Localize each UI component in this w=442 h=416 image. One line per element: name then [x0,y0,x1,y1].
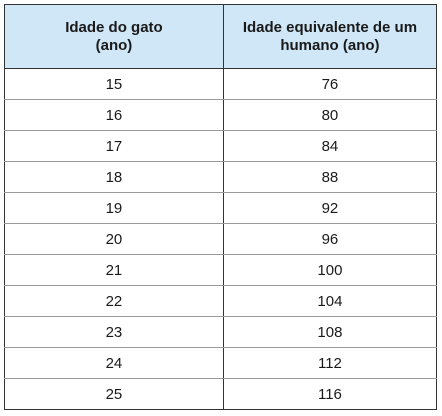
table-row: 19 92 [4,192,438,224]
cat-age-cell: 20 [4,223,224,255]
table-row: 16 80 [4,99,438,131]
human-age-cell: 88 [222,161,438,193]
header-row: Idade do gato (ano) Idade equivalente de… [4,4,438,69]
header-cat-age: Idade do gato (ano) [4,4,224,69]
table-row: 18 88 [4,161,438,193]
table-row: 23 108 [4,316,438,348]
age-table-container: Idade do gato (ano) Idade equivalente de… [4,4,438,410]
table-row: 24 112 [4,347,438,379]
cat-age-cell: 23 [4,316,224,348]
table-row: 22 104 [4,285,438,317]
header-cat-age-line2: (ano) [95,36,133,54]
human-age-cell: 76 [222,68,438,100]
human-age-cell: 92 [222,192,438,224]
human-age-cell: 100 [222,254,438,286]
cat-age-cell: 16 [4,99,224,131]
cat-human-age-table: Idade do gato (ano) Idade equivalente de… [4,4,438,410]
cat-age-cell: 25 [4,378,224,410]
human-age-cell: 108 [222,316,438,348]
cat-age-cell: 24 [4,347,224,379]
table-body: 15 76 16 80 17 84 18 88 19 92 20 96 [4,68,438,410]
cat-age-cell: 15 [4,68,224,100]
header-human-age-line1: Idade equivalente de um [242,18,418,36]
human-age-cell: 84 [222,130,438,162]
header-cat-age-line1: Idade do gato [65,18,163,36]
human-age-cell: 104 [222,285,438,317]
cat-age-cell: 21 [4,254,224,286]
table-row: 20 96 [4,223,438,255]
human-age-cell: 112 [222,347,438,379]
table-row: 25 116 [4,378,438,410]
human-age-cell: 80 [222,99,438,131]
human-age-cell: 116 [222,378,438,410]
header-human-age: Idade equivalente de um humano (ano) [222,4,438,69]
cat-age-cell: 19 [4,192,224,224]
table-row: 15 76 [4,68,438,100]
table-row: 17 84 [4,130,438,162]
table-row: 21 100 [4,254,438,286]
cat-age-cell: 18 [4,161,224,193]
table-header: Idade do gato (ano) Idade equivalente de… [4,4,438,69]
cat-age-cell: 17 [4,130,224,162]
human-age-cell: 96 [222,223,438,255]
cat-age-cell: 22 [4,285,224,317]
header-human-age-line2: humano (ano) [280,36,380,54]
